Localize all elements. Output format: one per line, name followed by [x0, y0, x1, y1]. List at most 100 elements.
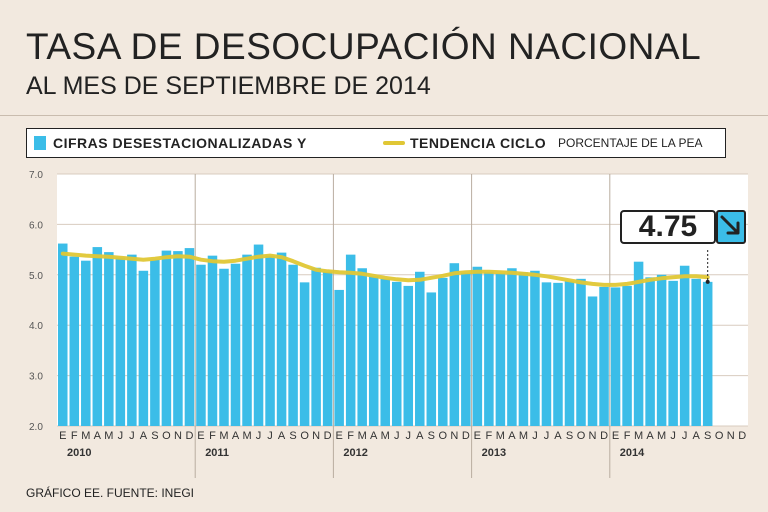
year-label: 2010 [67, 447, 91, 459]
y-tick-label: 2.0 [29, 422, 43, 433]
bar [461, 272, 471, 426]
bar [288, 264, 298, 426]
latest-value-callout: 4.75 [620, 210, 746, 246]
bar [518, 272, 529, 426]
bar [633, 261, 644, 426]
bar [426, 292, 437, 426]
x-tick-label: A [416, 430, 424, 442]
x-tick-label: N [174, 430, 182, 442]
x-tick-label: S [566, 430, 573, 442]
legend-unit-label: PORCENTAJE DE LA PEA [558, 136, 703, 150]
trend-line [60, 251, 710, 287]
x-tick-label: O [439, 430, 448, 442]
chart-legend: CIFRAS DESESTACIONALIZADAS Y TENDENCIA C… [26, 128, 726, 158]
x-tick-label: J [118, 430, 124, 442]
x-tick-label: S [428, 430, 435, 442]
header-divider [0, 115, 768, 116]
x-tick-label: A [554, 430, 562, 442]
bar [702, 281, 713, 426]
bar [253, 244, 264, 426]
x-tick-label: F [347, 430, 354, 442]
bar [495, 273, 506, 426]
x-tick-label: J [670, 430, 676, 442]
x-tick-label: D [600, 430, 608, 442]
bar [276, 252, 287, 426]
legend-series-label: CIFRAS DESESTACIONALIZADAS Y [53, 135, 307, 151]
bar [679, 265, 690, 426]
x-tick-label: F [71, 430, 78, 442]
bar [242, 254, 252, 426]
bar [576, 278, 586, 426]
x-tick-label: A [232, 430, 240, 442]
x-tick-label: J [682, 430, 688, 442]
bar [184, 248, 195, 426]
bar [530, 270, 540, 426]
x-tick-label: M [242, 430, 251, 442]
x-tick-label: J [544, 430, 550, 442]
x-tick-label: A [370, 430, 378, 442]
bar [656, 274, 667, 426]
x-tick-label: M [358, 430, 367, 442]
x-tick-label: N [450, 430, 458, 442]
bar [207, 255, 218, 426]
bar [92, 247, 103, 426]
x-tick-label: N [312, 430, 320, 442]
x-tick-label: A [140, 430, 148, 442]
x-tick-label: J [267, 430, 273, 442]
x-tick-label: M [519, 430, 528, 442]
x-tick-label: F [486, 430, 493, 442]
y-tick-label: 4.0 [29, 321, 43, 332]
x-tick-label: S [704, 430, 711, 442]
x-tick-label: A [646, 430, 654, 442]
latest-value: 4.75 [620, 210, 716, 244]
bar [610, 287, 621, 426]
bar [380, 278, 390, 426]
bar [645, 277, 655, 426]
x-tick-label: J [406, 430, 412, 442]
year-label: 2013 [482, 447, 506, 459]
x-tick-label: D [738, 430, 746, 442]
year-label: 2014 [620, 447, 645, 459]
x-tick-label: M [81, 430, 90, 442]
bar [668, 280, 678, 426]
x-tick-label: M [634, 430, 643, 442]
bar [438, 277, 448, 426]
bar [599, 286, 609, 426]
x-tick-label: F [624, 430, 631, 442]
year-label: 2011 [205, 447, 229, 459]
x-tick-label: D [324, 430, 332, 442]
bar [150, 259, 160, 426]
x-tick-label: E [59, 430, 66, 442]
bar [81, 260, 91, 426]
bar [472, 266, 483, 426]
x-tick-label: M [657, 430, 666, 442]
bar [403, 285, 414, 426]
x-tick-label: O [300, 430, 309, 442]
arrow-down-right-icon [716, 210, 746, 244]
bar [115, 257, 126, 426]
bar [415, 271, 425, 426]
bar [334, 289, 344, 426]
bar [541, 282, 552, 426]
x-tick-label: M [219, 430, 228, 442]
x-tick-label: O [577, 430, 586, 442]
bar [69, 256, 80, 426]
bar [391, 281, 402, 426]
x-tick-label: E [612, 430, 619, 442]
bar [368, 276, 379, 426]
page-title: TASA DE DESOCUPACIÓN NACIONAL [26, 26, 702, 67]
x-tick-label: E [197, 430, 204, 442]
x-tick-label: M [381, 430, 390, 442]
x-tick-label: M [496, 430, 505, 442]
bar [138, 270, 149, 426]
callout-dot [705, 279, 710, 284]
bar [161, 250, 172, 426]
x-tick-label: J [256, 430, 262, 442]
x-tick-label: E [474, 430, 481, 442]
x-tick-label: M [104, 430, 113, 442]
page-subtitle: AL MES DE SEPTIEMBRE DE 2014 [26, 72, 431, 100]
year-label: 2012 [343, 447, 367, 459]
bar [691, 278, 701, 426]
bar [104, 252, 114, 426]
